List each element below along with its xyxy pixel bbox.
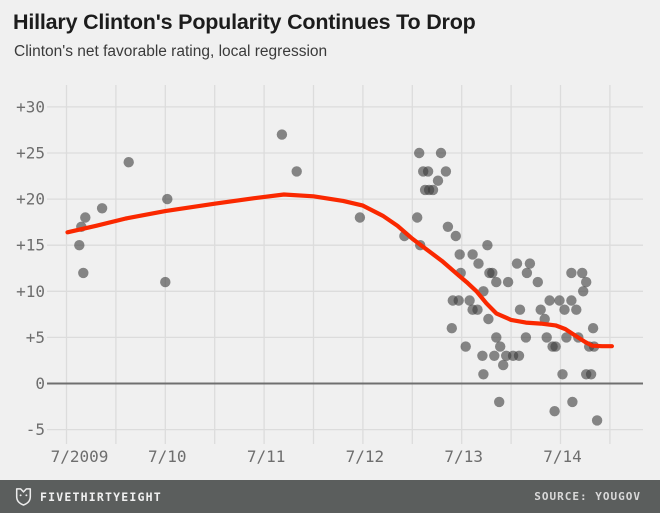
- scatter-point: [535, 304, 546, 315]
- scatter-point: [491, 332, 502, 343]
- x-tick-label: 7/14: [543, 447, 582, 466]
- scatter-point: [549, 406, 560, 417]
- chart-subtitle: Clinton's net favorable rating, local re…: [14, 43, 328, 60]
- y-tick-label: +30: [16, 97, 45, 116]
- scatter-point: [581, 276, 592, 288]
- scatter-point: [464, 295, 475, 306]
- scatter-point: [467, 249, 478, 260]
- scatter-point: [291, 166, 302, 177]
- y-tick-label: +5: [26, 328, 45, 347]
- x-tick-label: 7/11: [247, 447, 286, 466]
- y-tick-label: +10: [16, 282, 45, 301]
- scatter-point: [539, 313, 550, 325]
- scatter-point: [123, 157, 134, 168]
- scatter-point: [524, 258, 536, 269]
- scatter-point: [559, 304, 570, 315]
- y-tick-label: +25: [16, 144, 45, 163]
- scatter-point: [483, 313, 494, 325]
- scatter-point: [502, 276, 514, 288]
- scatter-point: [454, 249, 465, 260]
- y-tick-label: 0: [35, 374, 45, 393]
- scatter-point: [453, 295, 464, 306]
- scatter-point: [414, 147, 425, 159]
- scatter-point: [74, 240, 85, 251]
- brand-wordmark: FIVETHIRTYEIGHT: [40, 489, 162, 504]
- y-tick-label: +15: [16, 236, 45, 255]
- x-tick-label: 7/12: [346, 447, 385, 466]
- scatter-point: [561, 332, 572, 343]
- scatter-point: [472, 304, 483, 315]
- scatter-point: [160, 276, 171, 288]
- scatter-point: [473, 258, 484, 269]
- scatter-point: [450, 230, 461, 242]
- scatter-point: [412, 212, 423, 223]
- scatter-point: [354, 212, 366, 223]
- scatter-point: [440, 166, 452, 177]
- scatter-point: [585, 369, 597, 380]
- scatter-point: [162, 193, 173, 205]
- scatter-point: [550, 341, 561, 352]
- scatter-point: [435, 147, 447, 159]
- scatter-point: [80, 212, 91, 223]
- scatter-plot-canvas: +30 +25 +20 +15 +10 +5 0 -5 7/2009 7/10 7/11 7/12 7/…: [16, 85, 643, 466]
- scatter-point: [446, 323, 457, 334]
- scatter-point: [422, 166, 434, 177]
- scatter-point: [541, 332, 552, 343]
- scatter-point: [532, 276, 543, 288]
- scatter-point: [520, 332, 532, 343]
- scatter-point: [544, 295, 555, 306]
- scatter-point: [482, 240, 493, 251]
- scatter-point: [78, 267, 89, 279]
- scatter-point: [514, 304, 526, 315]
- scatter-point: [566, 295, 577, 306]
- y-tick-label: -5: [26, 420, 45, 439]
- scatter-point: [498, 359, 509, 371]
- scatter-point: [571, 304, 582, 315]
- scatter-point: [587, 323, 599, 334]
- x-tick-label: 7/13: [444, 447, 483, 466]
- regression-line: [65, 192, 614, 349]
- scatter-point: [276, 129, 288, 140]
- scatter-point: [591, 415, 603, 426]
- x-tick-label: 7/10: [148, 447, 187, 466]
- scatter-point: [460, 341, 471, 352]
- scatter-point: [96, 203, 108, 214]
- scatter-point: [477, 350, 488, 361]
- scatter-point: [427, 184, 439, 196]
- scatter-point: [567, 396, 578, 408]
- scatter-point: [432, 175, 444, 186]
- scatter-point: [557, 369, 568, 380]
- footer-bar: FIVETHIRTYEIGHT SOURCE: YOUGOV: [0, 480, 660, 513]
- y-tick-label: +20: [16, 190, 45, 209]
- x-tick-label: 7/2009: [51, 447, 109, 466]
- scatter-point: [489, 350, 500, 361]
- scatter-point: [487, 267, 498, 279]
- scatter-point: [478, 369, 489, 380]
- fivethirtyeight-fox-logo-icon: [15, 488, 32, 506]
- scatter-point: [566, 267, 577, 279]
- scatter-point: [521, 267, 533, 279]
- scatter-point: [578, 286, 589, 297]
- scatter-point: [494, 396, 505, 408]
- scatter-point: [554, 295, 565, 306]
- scatter-point: [577, 267, 588, 279]
- scatter-point: [513, 350, 525, 361]
- source-credit: SOURCE: YOUGOV: [534, 490, 641, 503]
- chart-title: Hillary Clinton's Popularity Continues T…: [13, 10, 476, 34]
- scatter-point: [442, 221, 454, 232]
- scatter-point: [511, 258, 523, 269]
- scatter-point: [495, 341, 506, 352]
- scatter-point: [491, 276, 502, 288]
- brand-lockup: FIVETHIRTYEIGHT: [15, 487, 162, 506]
